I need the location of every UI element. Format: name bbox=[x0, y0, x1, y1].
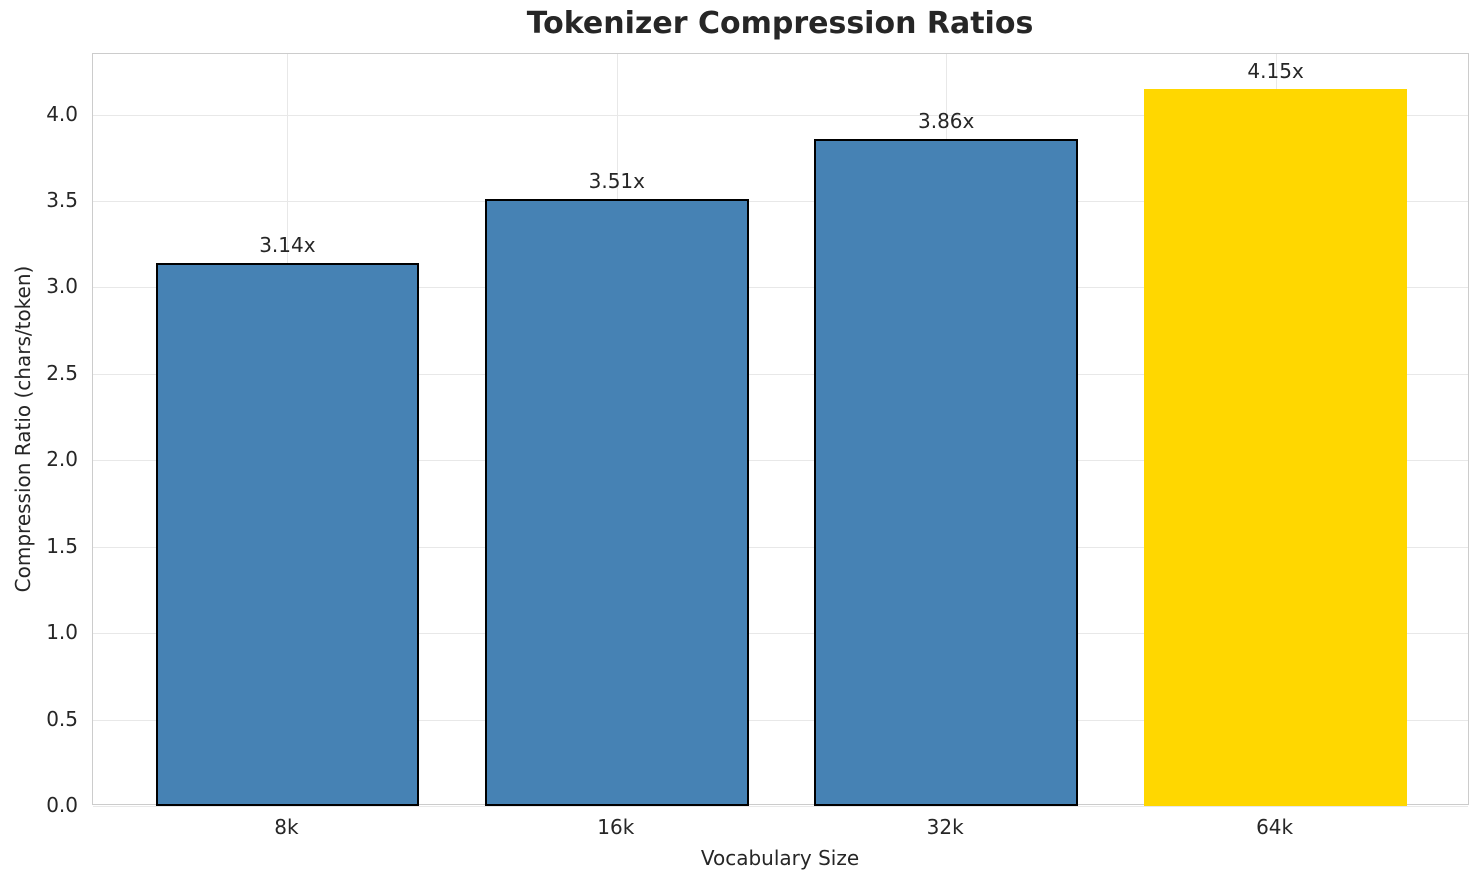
gridline-horizontal bbox=[93, 114, 1468, 116]
bar bbox=[485, 199, 749, 806]
bar-value-label: 3.86x bbox=[918, 108, 975, 133]
gridline-horizontal bbox=[93, 373, 1468, 375]
chart-title: Tokenizer Compression Ratios bbox=[526, 6, 1034, 41]
y-tick-label: 2.0 bbox=[46, 447, 78, 472]
bar-value-label: 3.51x bbox=[588, 169, 645, 194]
y-tick-label: 1.5 bbox=[46, 533, 78, 558]
x-axis-label: Vocabulary Size bbox=[700, 846, 860, 870]
plot-area: 3.14x 3.51x 3.86x 4.15x bbox=[92, 53, 1469, 807]
y-tick-label: 4.0 bbox=[46, 101, 78, 126]
bar-value-label: 4.15x bbox=[1247, 58, 1304, 83]
bar bbox=[1143, 88, 1408, 806]
gridline-horizontal bbox=[93, 200, 1468, 202]
x-tick-label: 8k bbox=[274, 815, 299, 839]
gridline-horizontal bbox=[93, 287, 1468, 289]
bar-value-label: 3.14x bbox=[259, 233, 316, 258]
x-tick-label: 16k bbox=[597, 815, 635, 839]
y-tick-label: 3.5 bbox=[46, 187, 78, 212]
bar bbox=[814, 138, 1078, 806]
gridline-horizontal bbox=[93, 719, 1468, 721]
bar bbox=[155, 263, 420, 806]
x-tick-label: 32k bbox=[926, 815, 964, 839]
y-tick-label: 2.5 bbox=[46, 360, 78, 385]
gridline-horizontal bbox=[93, 806, 1468, 807]
y-tick-label: 0.5 bbox=[46, 706, 78, 731]
gridline-horizontal bbox=[93, 546, 1468, 548]
y-tick-label: 3.0 bbox=[46, 274, 78, 299]
x-tick-label: 64k bbox=[1256, 815, 1294, 839]
gridline-horizontal bbox=[93, 633, 1468, 635]
y-tick-label: 0.0 bbox=[46, 793, 78, 817]
gridline-horizontal bbox=[93, 460, 1468, 462]
y-tick-label: 1.0 bbox=[46, 620, 78, 645]
